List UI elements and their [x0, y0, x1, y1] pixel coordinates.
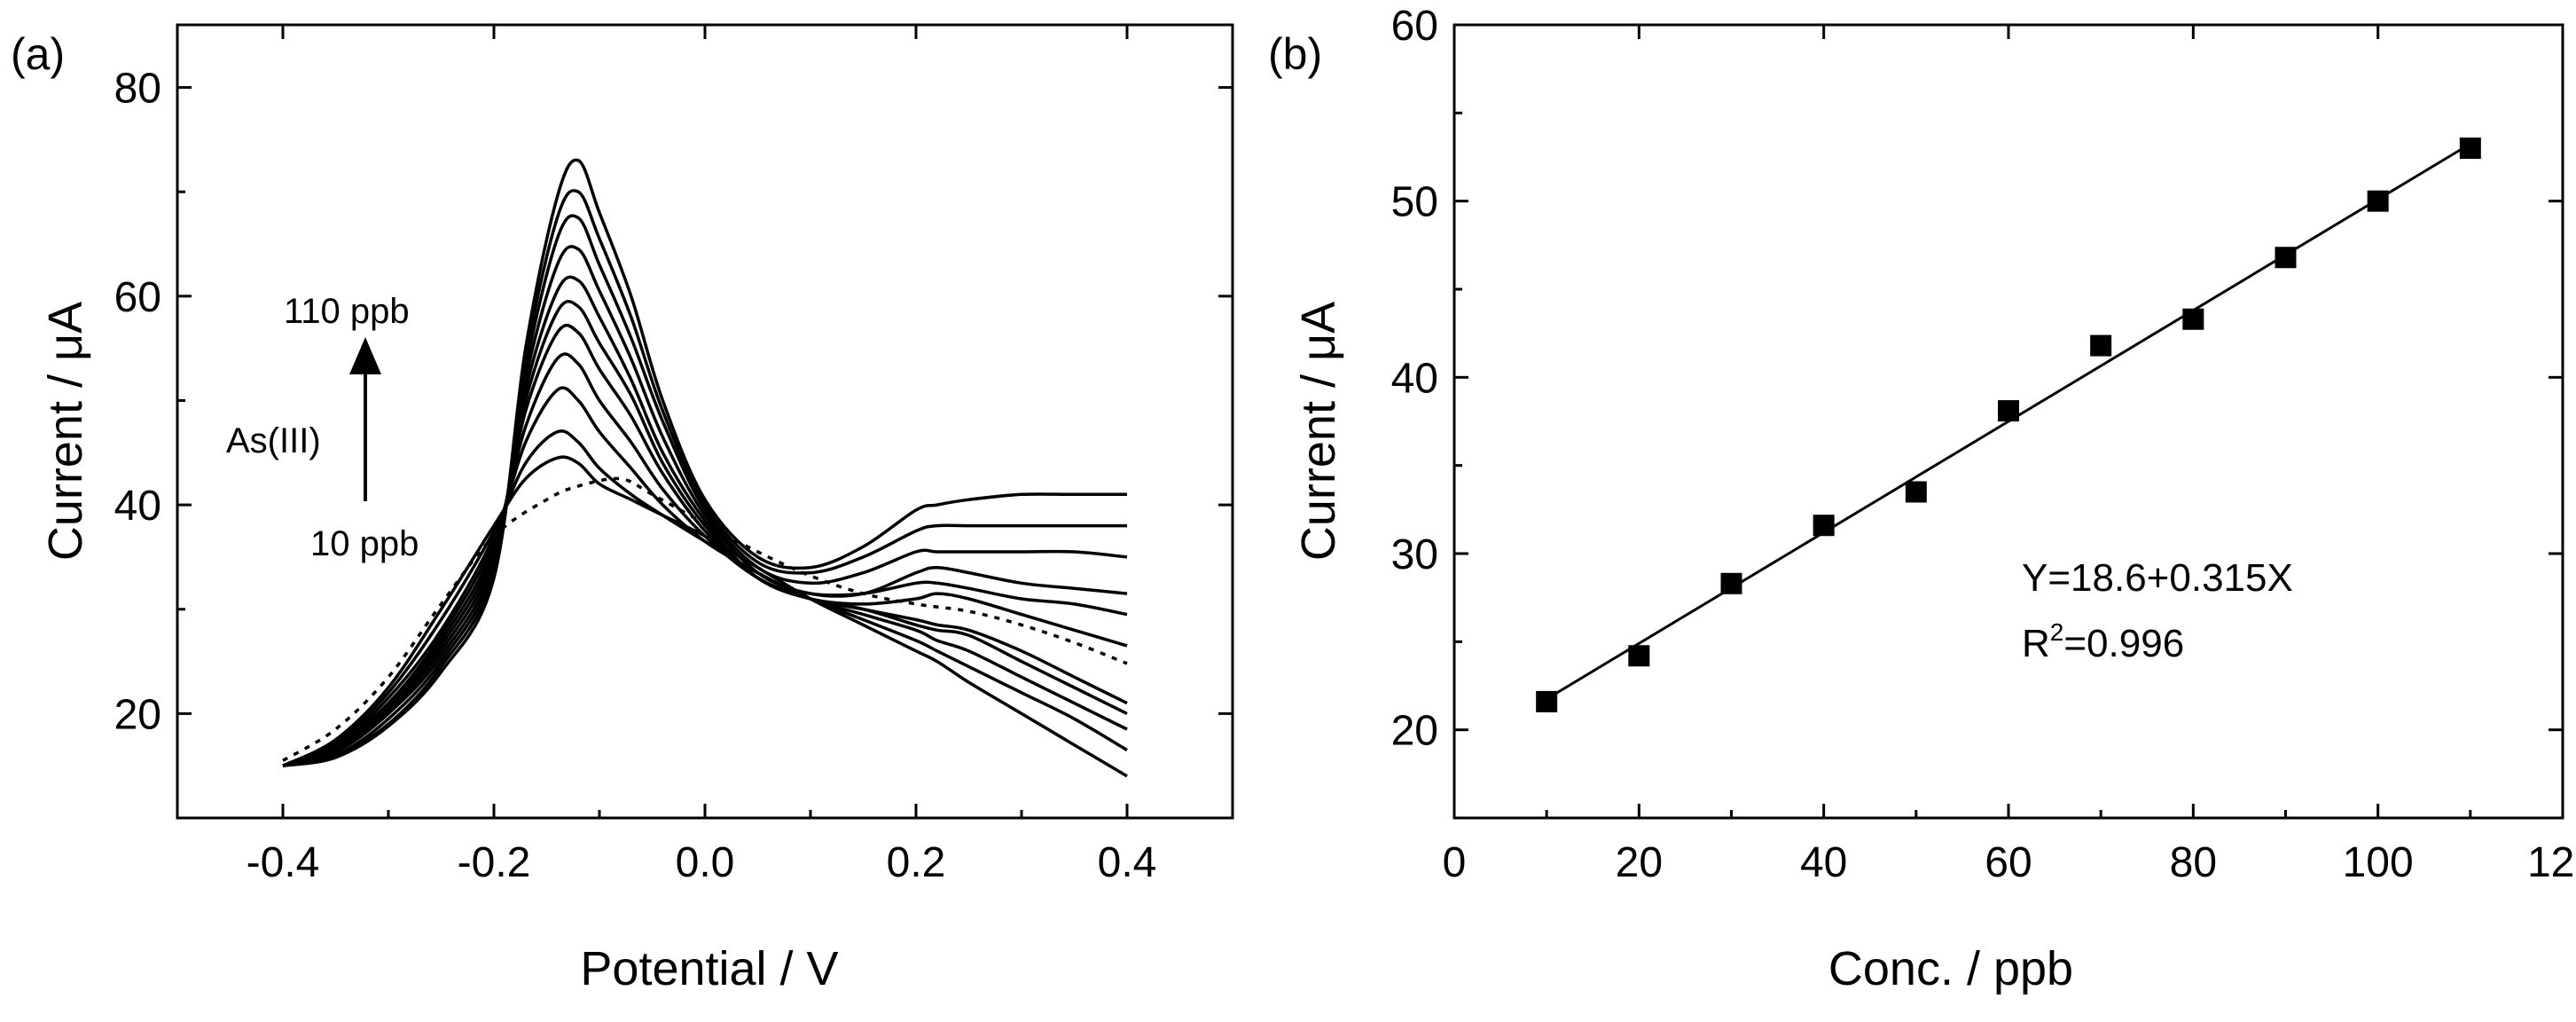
voltammogram-curve-50-ppb — [282, 324, 1128, 767]
panel-a-x-tick-label: 0.4 — [1098, 839, 1157, 886]
r-squared-value: =0.996 — [2063, 622, 2184, 665]
panel-b-label: (b) — [1268, 29, 1322, 79]
panel-b-x-tick-label: 40 — [1800, 839, 1847, 886]
panel-a-voltammogram: (a) Current / μA Potential / V -0.4 -0.2 0… — [11, 23, 1234, 995]
panel-b-y-tick-label: 60 — [1391, 3, 1438, 50]
voltammogram-curve-60-ppb — [282, 299, 1128, 767]
voltammogram-curve-110-ppb — [282, 158, 1127, 767]
panel-b-x-tick-label: 80 — [2170, 839, 2217, 886]
data-point-square — [2459, 138, 2481, 160]
data-point-square — [2367, 190, 2389, 212]
r-squared-prefix: R — [2022, 622, 2050, 665]
voltammogram-curve-70-ppb — [282, 275, 1128, 767]
annotation-110-ppb: 110 ppb — [284, 292, 410, 331]
voltammogram-curve-100-ppb — [282, 188, 1127, 767]
data-point-square — [1813, 515, 1835, 537]
panel-b-x-tick-label: 0 — [1443, 839, 1467, 886]
panel-a-x-tick-label: 0.2 — [887, 839, 946, 886]
panel-a-y-tick-label: 60 — [114, 274, 161, 321]
panel-a-x-tick-label: -0.4 — [247, 839, 320, 886]
annotation-10-ppb: 10 ppb — [310, 524, 419, 563]
data-point-square — [1720, 572, 1742, 594]
voltammogram-curve-20-ppb — [282, 429, 1128, 767]
panel-a-label: (a) — [11, 29, 65, 79]
annotation-as-iii: As(III) — [226, 421, 321, 460]
voltammogram-curve-40-ppb — [282, 352, 1128, 767]
voltammogram-curve-80-ppb — [282, 245, 1128, 767]
panel-a-y-tick-label: 80 — [114, 66, 161, 113]
fit-equation-label: Y=18.6+0.315X — [2022, 556, 2293, 600]
panel-b-y-axis-title: Current / μA — [1292, 302, 1345, 561]
panel-b-x-tick-label: 20 — [1616, 839, 1663, 886]
panel-a-axes-frame — [176, 23, 1234, 820]
voltammogram-curve-30-ppb — [282, 386, 1128, 767]
panel-a-x-tick-label: -0.2 — [458, 839, 531, 886]
panel-b-calibration: (b) Current / μA Conc. / ppb 0 20 40 60 80 10… — [1268, 3, 2576, 995]
blank-curve-dotted — [282, 476, 1128, 762]
panel-a-x-axis-title: Potential / V — [580, 942, 838, 995]
panel-b-y-tick-label: 40 — [1391, 355, 1438, 402]
data-point-square — [2090, 334, 2112, 357]
panel-b-x-axis-title: Conc. / ppb — [1828, 942, 2073, 995]
data-point-square — [1536, 690, 1558, 712]
panel-a-x-tick-label: 0.0 — [676, 839, 735, 886]
data-point-square — [2182, 308, 2204, 330]
panel-b-x-tick-label: 120 — [2527, 839, 2576, 886]
r-squared-label: R2=0.996 — [2022, 618, 2184, 665]
panel-b-plot-area: 0 20 40 60 80 100 120 20 30 40 50 60 — [1391, 3, 2576, 886]
panel-a-y-tick-label: 40 — [114, 483, 161, 530]
panel-a-plot-area: -0.4 -0.2 0.0 0.2 0.4 20 40 60 80 — [114, 23, 1234, 886]
panel-a-y-tick-label: 20 — [114, 691, 161, 738]
panel-b-x-tick-label: 100 — [2343, 839, 2414, 886]
panel-b-y-tick-label: 50 — [1391, 179, 1438, 226]
data-point-square — [2275, 247, 2297, 269]
r-squared-superscript: 2 — [2050, 618, 2064, 646]
data-point-square — [1998, 400, 2019, 422]
data-point-square — [1628, 645, 1650, 667]
data-point-square — [1905, 481, 1927, 503]
panel-b-y-tick-label: 30 — [1391, 531, 1438, 578]
up-arrow-icon — [349, 337, 381, 374]
panel-b-y-tick-label: 20 — [1391, 708, 1438, 755]
panel-a-y-axis-title: Current / μA — [39, 302, 92, 561]
panel-b-x-tick-label: 60 — [1985, 839, 2032, 886]
voltammogram-curve-90-ppb — [282, 214, 1128, 767]
